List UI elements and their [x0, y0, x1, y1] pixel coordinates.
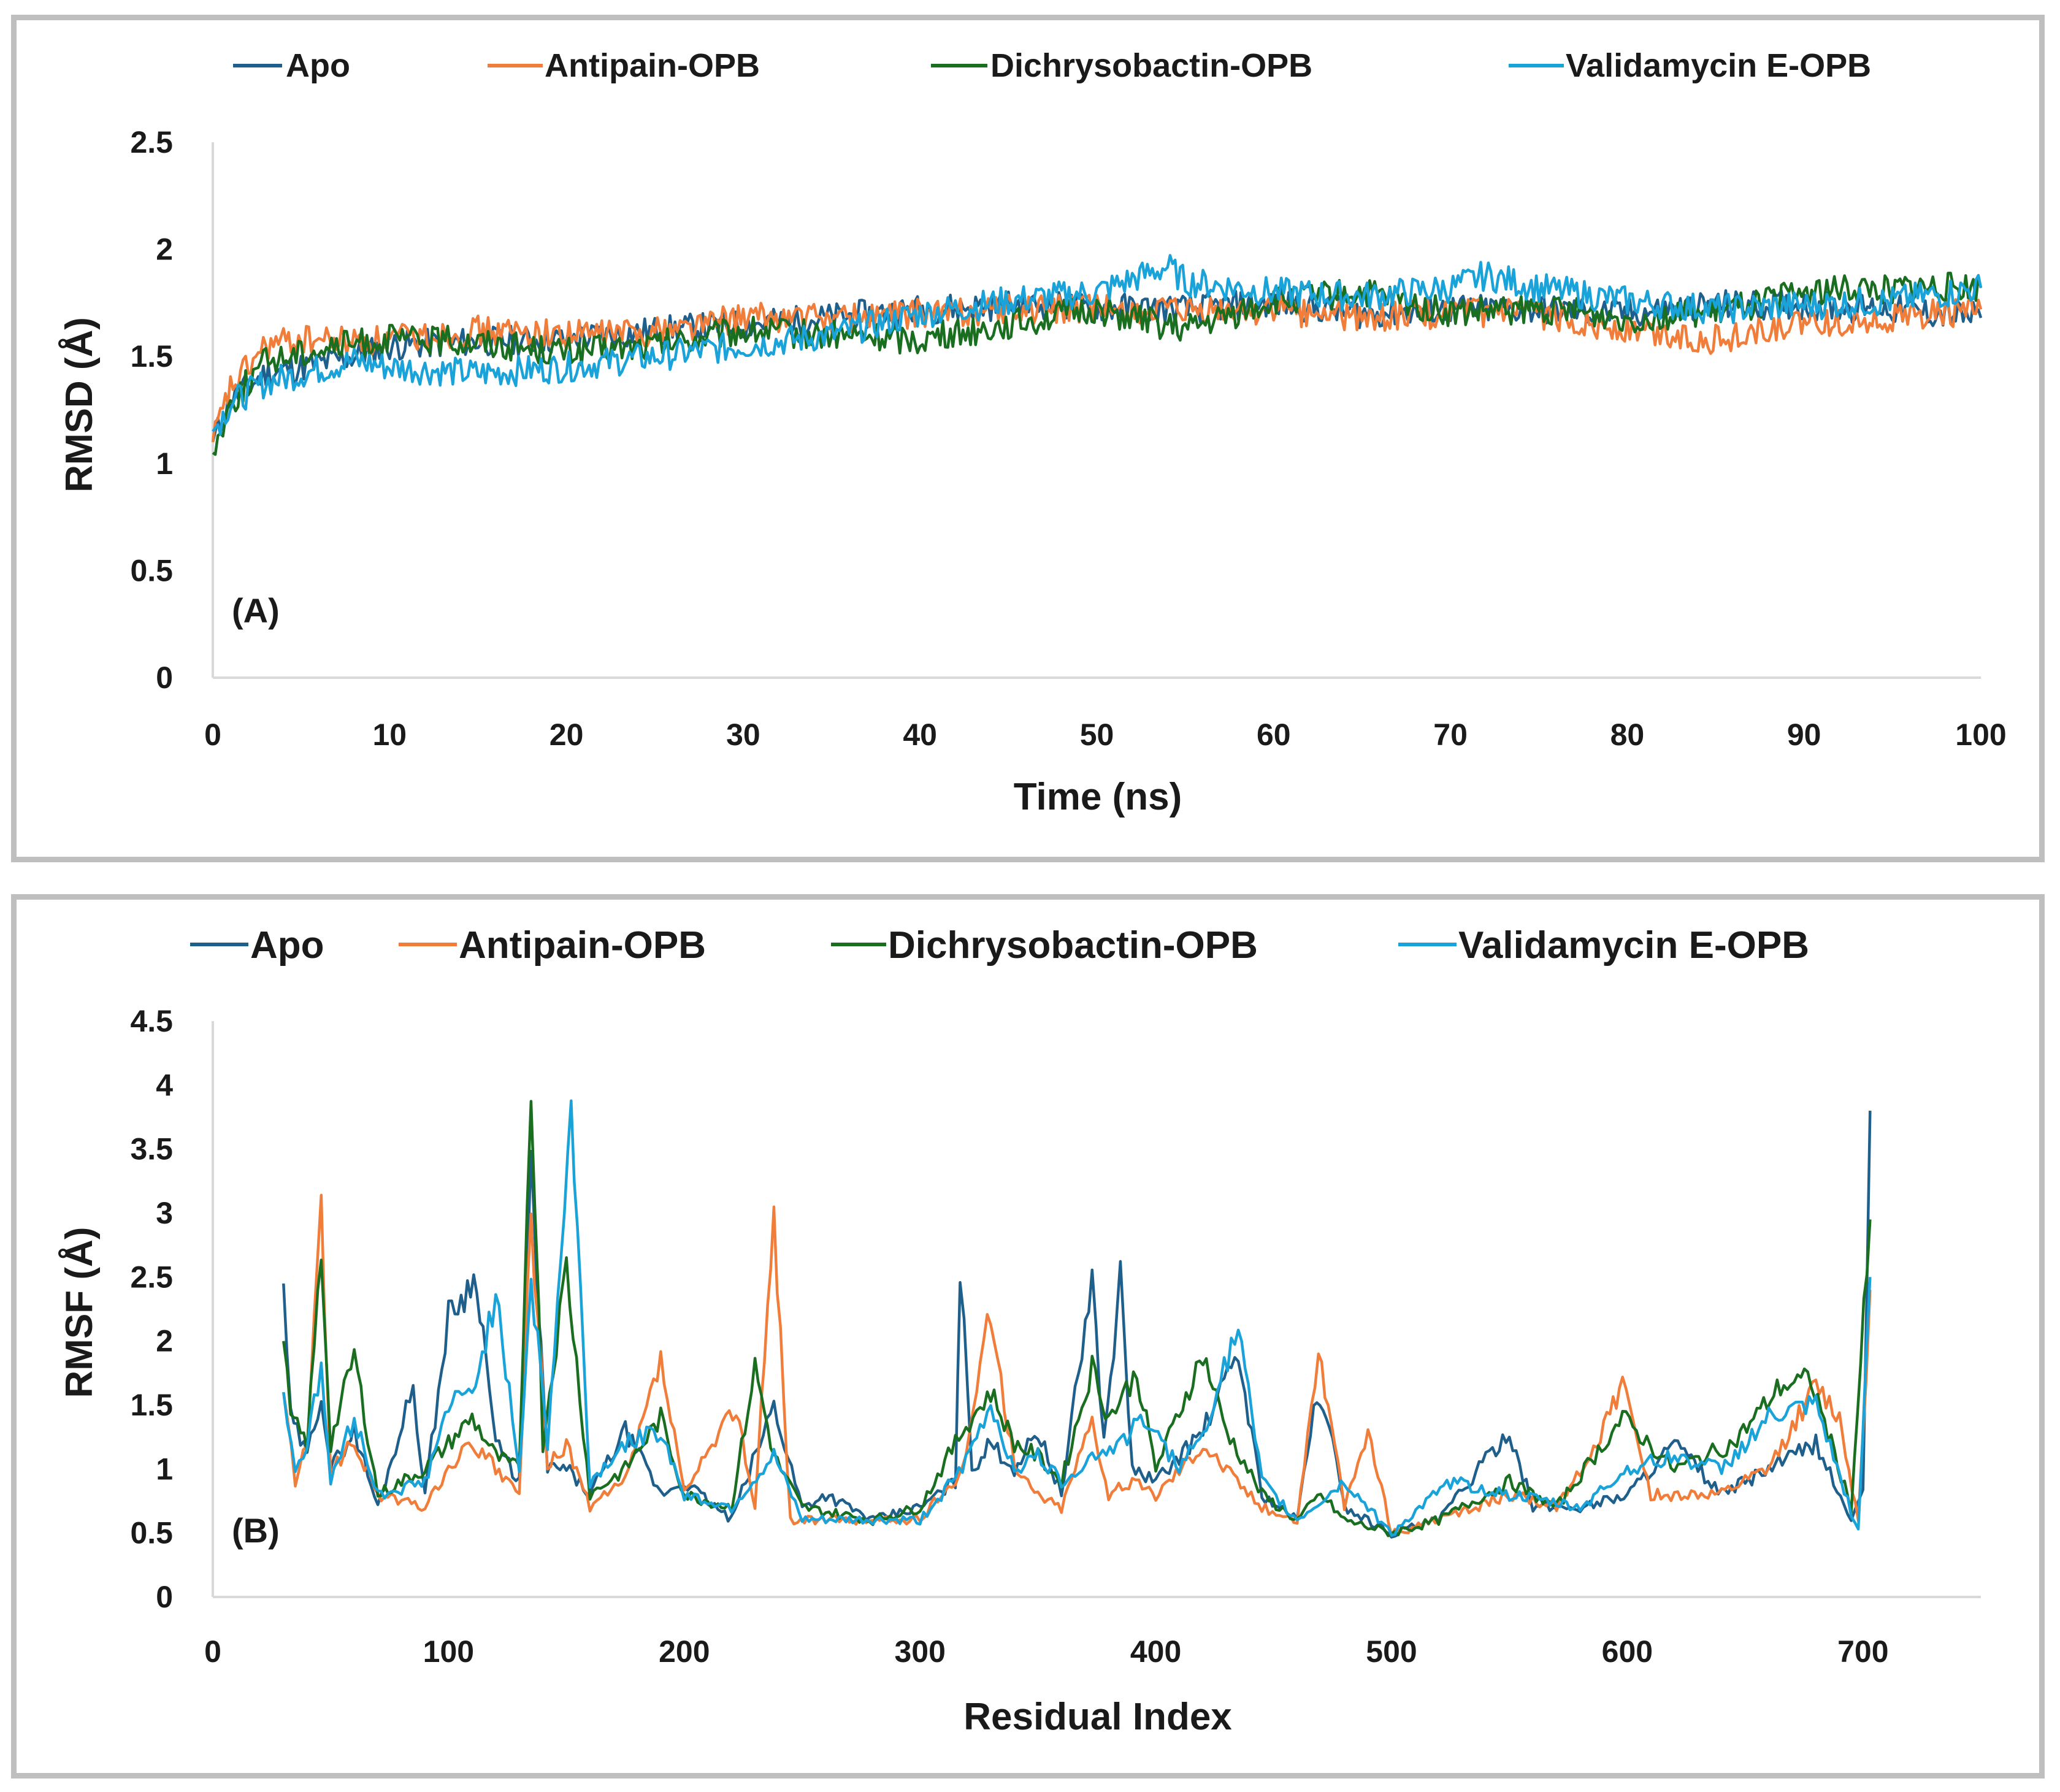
x-tick-label: 100	[423, 1634, 474, 1669]
series-line-antipain	[282, 1193, 1872, 1537]
y-tick-label: 3.5	[130, 1132, 173, 1166]
y-tick-label: 2	[156, 1324, 173, 1358]
series-line-validamycin	[282, 1099, 1872, 1537]
x-tick-label: 70	[1433, 718, 1468, 752]
x-tick-label: 50	[1080, 718, 1114, 752]
x-tick-label: 400	[1130, 1634, 1181, 1669]
series-line-antipain	[211, 293, 1983, 443]
x-tick-label: 40	[903, 718, 937, 752]
x-tick-label: 30	[726, 718, 760, 752]
y-tick-label: 4	[156, 1068, 173, 1102]
y-tick-label: 0.5	[130, 553, 173, 588]
tick-labels-b: 0 100 200 300 400 500 600 700 0 0.5 1 1.5 2 2.5 3 3.5 4 4…	[130, 1004, 1888, 1669]
y-tick-label: 2	[156, 232, 173, 267]
series-lines-b	[282, 1099, 1872, 1539]
x-tick-label: 600	[1602, 1634, 1653, 1669]
y-tick-label: 1.5	[130, 339, 173, 373]
x-tick-label: 0	[204, 1634, 221, 1669]
x-tick-label: 80	[1610, 718, 1645, 752]
x-tick-label: 500	[1366, 1634, 1417, 1669]
y-tick-label: 0	[156, 1580, 173, 1614]
y-tick-label: 0	[156, 661, 173, 695]
x-tick-label: 300	[894, 1634, 945, 1669]
x-tick-label: 20	[549, 718, 584, 752]
y-axis-title-b: RMSF (Å)	[58, 1227, 101, 1398]
x-tick-label: 60	[1257, 718, 1291, 752]
y-tick-label: 0.5	[130, 1516, 173, 1550]
tick-labels-a: 0 10 20 30 40 50 60 70 80 90 100 0 0.5 1 1.5 2 2.5	[130, 125, 2006, 752]
y-tick-label: 4.5	[130, 1004, 173, 1038]
rmsd-panel	[11, 15, 2045, 862]
legend-label-validamycin: Validamycin E-OPB	[1458, 924, 1809, 967]
series-line-dichrysobactin	[282, 1100, 1872, 1537]
y-tick-label: 1	[156, 1452, 173, 1486]
y-tick-label: 2.5	[130, 1260, 173, 1294]
y-axis-title-a: RMSD (Å)	[58, 317, 101, 492]
x-axis-title-b: Residual Index	[963, 1696, 1232, 1738]
legend-a: Apo Antipain-OPB Dichrysobactin-OPB Vali…	[233, 47, 1871, 84]
legend-label-apo: Apo	[250, 924, 324, 967]
y-tick-label: 3	[156, 1196, 173, 1230]
x-tick-label: 700	[1837, 1634, 1888, 1669]
x-tick-label: 0	[204, 718, 221, 752]
legend-b: Apo Antipain-OPB Dichrysobactin-OPB Vali…	[190, 924, 1809, 967]
x-axis-title-a: Time (ns)	[1014, 776, 1182, 818]
rmsf-panel	[11, 894, 2045, 1779]
legend-label-antipain: Antipain-OPB	[459, 924, 706, 967]
legend-label-dichrysobactin: Dichrysobactin-OPB	[888, 924, 1258, 967]
x-tick-label: 100	[1955, 718, 2006, 752]
legend-label-apo: Apo	[286, 47, 350, 84]
x-tick-label: 200	[659, 1634, 710, 1669]
x-tick-label: 10	[372, 718, 407, 752]
x-tick-label: 90	[1787, 718, 1821, 752]
panel-label-a: (A)	[232, 591, 280, 630]
y-tick-label: 1.5	[130, 1388, 173, 1422]
y-tick-label: 1	[156, 446, 173, 481]
y-tick-label: 2.5	[130, 125, 173, 159]
series-lines-a	[211, 254, 1983, 456]
legend-label-antipain: Antipain-OPB	[545, 47, 760, 84]
panel-label-b: (B)	[232, 1511, 280, 1550]
series-line-validamycin	[212, 254, 1983, 436]
legend-label-dichrysobactin: Dichrysobactin-OPB	[990, 47, 1312, 84]
legend-label-validamycin: Validamycin E-OPB	[1566, 47, 1871, 84]
